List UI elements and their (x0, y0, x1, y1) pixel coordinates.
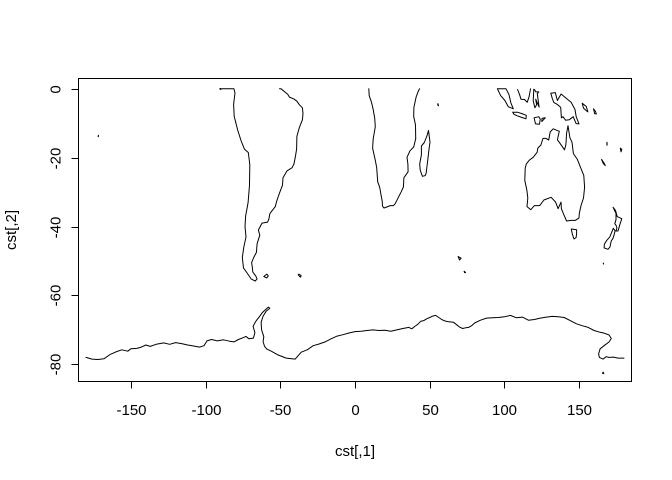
coastline-path (601, 158, 606, 167)
coastline-path (593, 108, 597, 115)
y-tick-label: 0 (47, 85, 64, 93)
x-axis: -150 -100 -50 0 50 100 150 (116, 381, 592, 419)
coastline-path (550, 92, 580, 125)
x-tick-label: 100 (492, 402, 517, 419)
x-axis-label: cst[,1] (335, 443, 375, 460)
coastline-path (612, 206, 623, 232)
coastline-path (419, 130, 431, 177)
x-tick-label: 150 (567, 402, 592, 419)
y-tick-label: -20 (47, 148, 64, 170)
coastline-path (532, 88, 540, 109)
coastline-path (601, 371, 605, 375)
x-tick-label: 0 (351, 402, 359, 419)
y-axis-label: cst[,2] (3, 210, 20, 250)
x-tick-label: 50 (422, 402, 439, 419)
x-tick-label: -50 (270, 402, 292, 419)
plot-box (78, 78, 632, 382)
coastline-path (368, 88, 421, 209)
coastline-series (85, 88, 625, 375)
y-tick-label: -80 (47, 354, 64, 376)
coastline-path (496, 88, 514, 110)
coastline-path (463, 270, 467, 274)
coastline-path (517, 88, 531, 103)
coastline-path (457, 256, 462, 261)
y-axis: 0 -20 -40 -60 -80 (47, 85, 79, 376)
coastline-path (219, 88, 304, 282)
x-tick-label: -150 (116, 402, 146, 419)
coastline-path (541, 117, 546, 122)
coastline-path (603, 227, 616, 250)
coastline-path (512, 111, 527, 120)
y-tick-label: -40 (47, 217, 64, 239)
coastline-path (297, 273, 302, 278)
coastline-path (263, 273, 269, 279)
coastline-path (619, 147, 623, 153)
coastline-path (581, 102, 589, 113)
coastline-path (437, 103, 439, 107)
y-tick-label: -60 (47, 285, 64, 307)
coastline-path (85, 306, 625, 360)
coastline-path (524, 125, 586, 222)
coastline-path (570, 228, 578, 240)
coastline-path (533, 116, 541, 125)
x-tick-label: -100 (191, 402, 221, 419)
